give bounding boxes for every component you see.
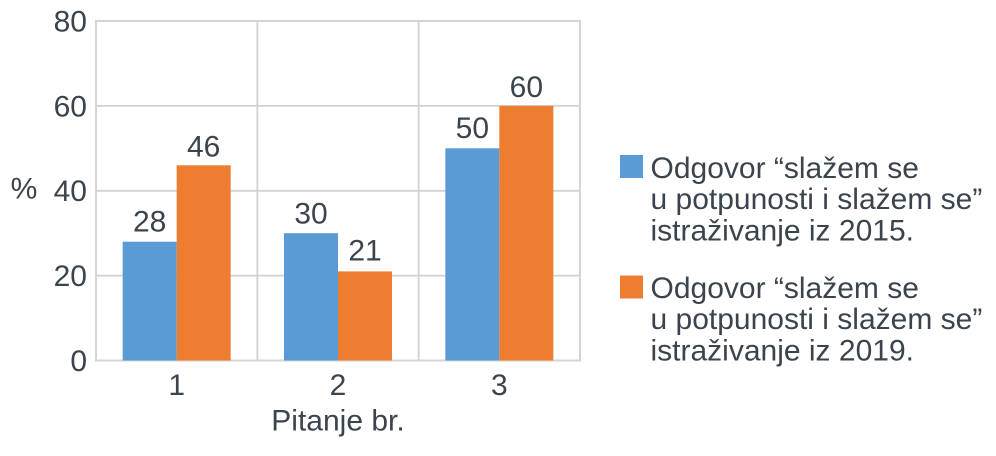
svg-text:Pitanje br.: Pitanje br. [271, 405, 404, 438]
svg-text:80: 80 [54, 6, 87, 39]
svg-text:46: 46 [187, 131, 220, 164]
svg-text:21: 21 [348, 235, 381, 268]
svg-text:istraživanje iz 2015.: istraživanje iz 2015. [651, 215, 914, 248]
svg-text:60: 60 [54, 90, 87, 123]
svg-text:Odgovor “slažem se: Odgovor “slažem se [651, 272, 919, 305]
svg-text:u potpunosti i slažem se”: u potpunosti i slažem se” [651, 303, 983, 336]
svg-text:3: 3 [491, 369, 508, 402]
svg-text:30: 30 [294, 198, 327, 231]
svg-text:50: 50 [456, 112, 489, 145]
svg-text:u potpunosti i slažem se”: u potpunosti i slažem se” [651, 183, 983, 216]
svg-text:60: 60 [510, 71, 543, 104]
svg-text:0: 0 [70, 345, 87, 378]
svg-text:20: 20 [54, 260, 87, 293]
svg-text:istraživanje iz 2019.: istraživanje iz 2019. [651, 335, 914, 368]
svg-text:1: 1 [168, 369, 185, 402]
svg-text:2: 2 [330, 369, 347, 402]
svg-text:%: % [11, 173, 38, 206]
svg-text:Odgovor “slažem se: Odgovor “slažem se [651, 152, 919, 185]
svg-text:28: 28 [133, 205, 166, 238]
svg-text:40: 40 [54, 175, 87, 208]
